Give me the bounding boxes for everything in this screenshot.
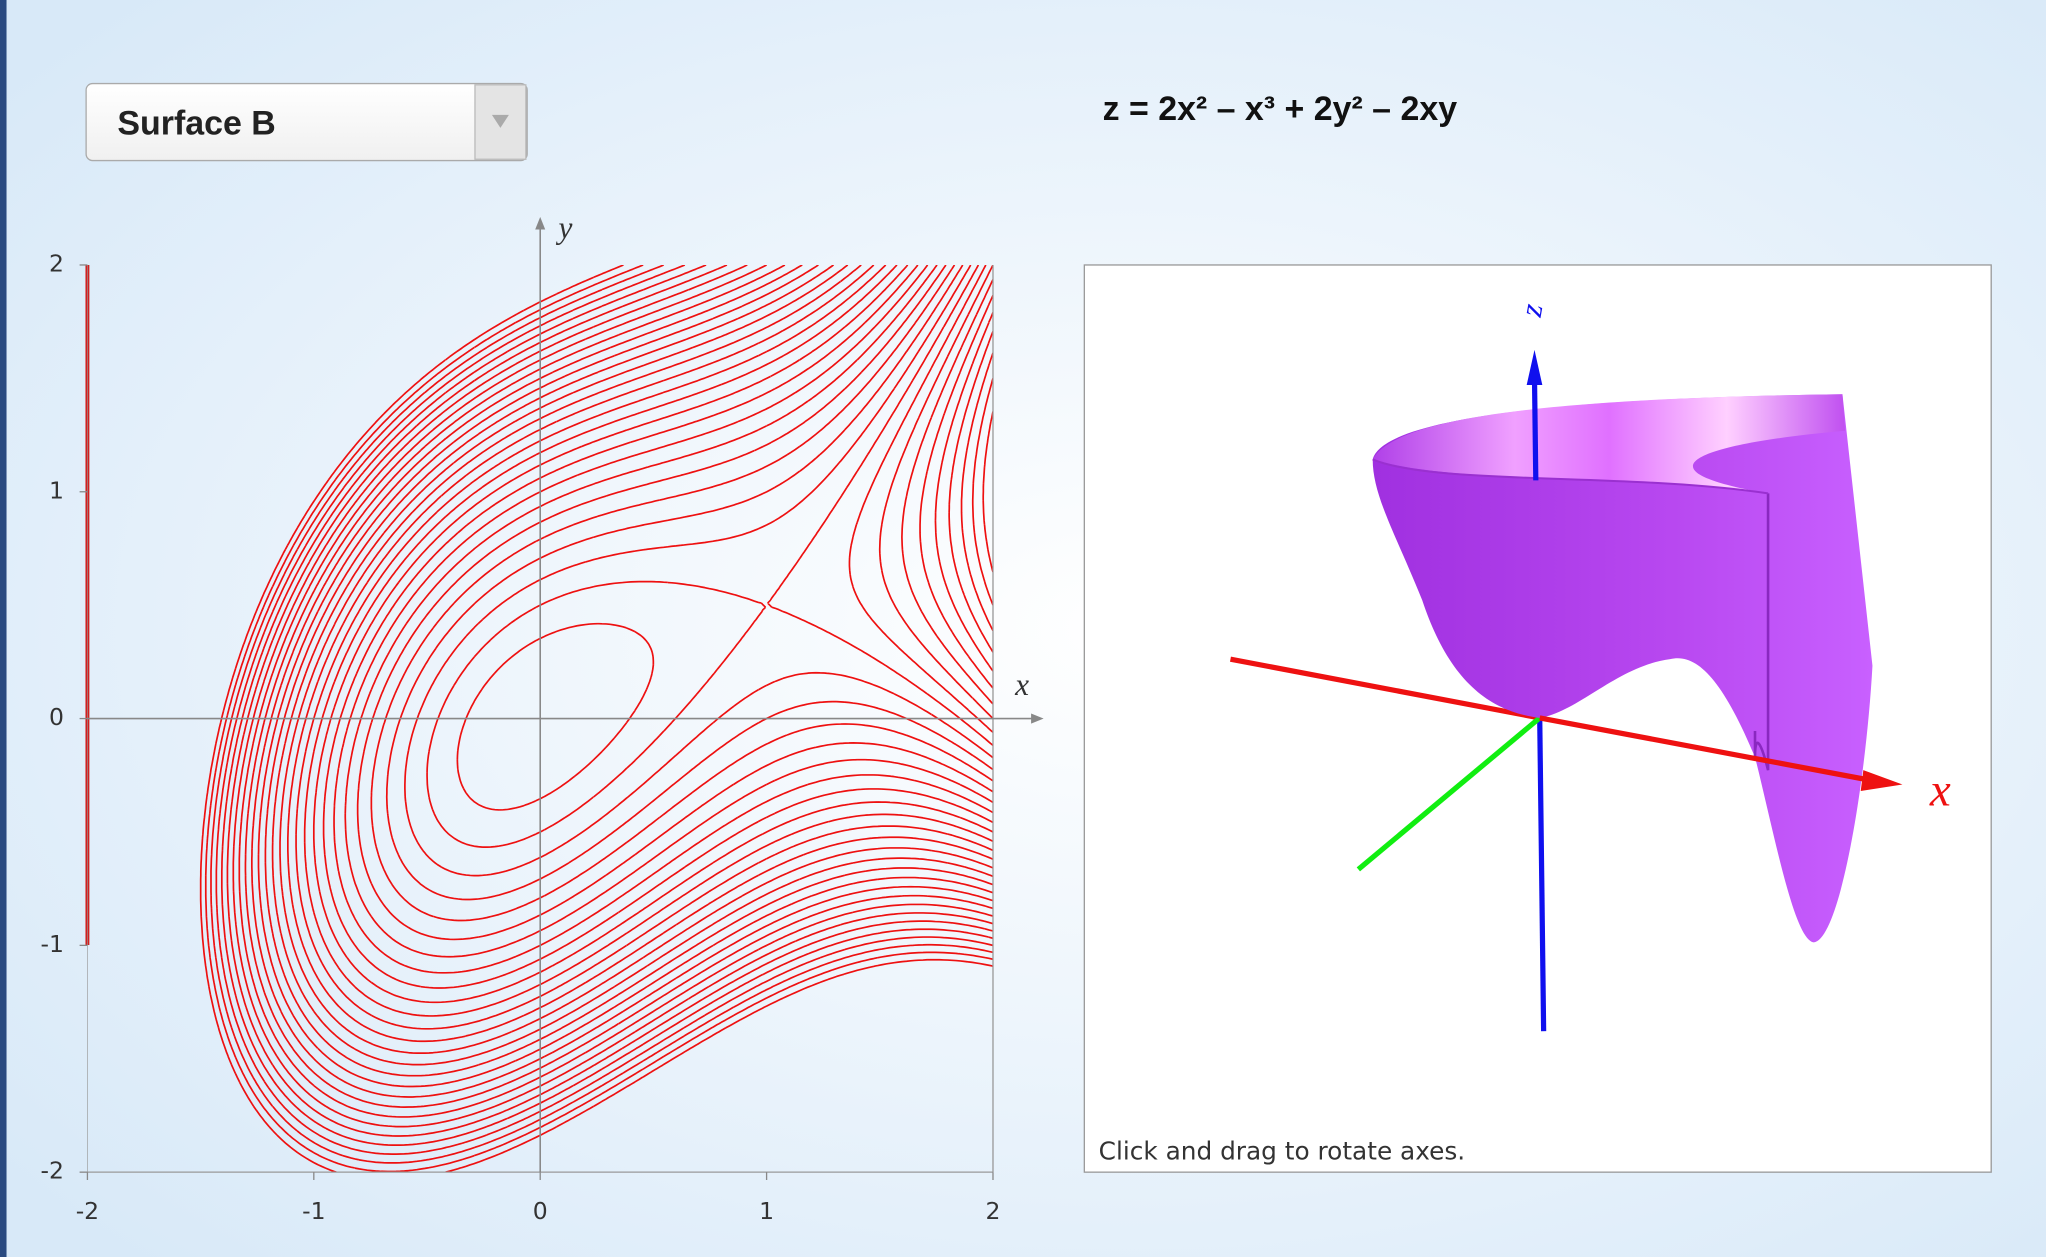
- x-tick-label: 1: [759, 1197, 774, 1225]
- surface-edge: [1372, 458, 1769, 495]
- axes: -2 -1 0 1 2 -2 -1 0 1 2: [41, 216, 1044, 1225]
- y-tick-label: -2: [41, 1157, 64, 1185]
- contour-line: [271, 264, 993, 1066]
- hint: Click and drag to rotate axes.: [1099, 1137, 1466, 1166]
- contour-line: [971, 378, 993, 606]
- window-edge: [0, 0, 7, 1257]
- surface-rim: [1372, 394, 1846, 494]
- x-label-3d: x: [1929, 765, 1951, 817]
- contour-line: [287, 264, 993, 1043]
- x-arrow: [1860, 770, 1903, 792]
- contour-line: [960, 352, 993, 631]
- dropdown-button[interactable]: [474, 84, 527, 160]
- dropdown-label[interactable]: Surface B: [117, 104, 275, 142]
- contour-line: [982, 411, 993, 573]
- x-axis-label: x: [1014, 667, 1029, 702]
- y-tick-label: 1: [49, 476, 64, 504]
- surface-dropdown[interactable]: Surface B: [85, 82, 528, 162]
- contour-line: [264, 264, 993, 1077]
- surface-fold: [1753, 493, 1770, 771]
- x-tick-label: 2: [986, 1197, 1001, 1225]
- x-tick-label: -1: [302, 1197, 325, 1225]
- contour-line: [948, 331, 993, 653]
- y-axis-label: y: [555, 210, 572, 245]
- formula: z = 2x² – x³ + 2y² – 2xy: [1103, 90, 1458, 128]
- contour-line: [919, 295, 993, 689]
- z-axis-down: [1537, 717, 1547, 1032]
- surface: [1372, 394, 1873, 943]
- contour-line: [901, 279, 993, 705]
- contour-line: [456, 264, 993, 811]
- contour-line: [210, 264, 993, 1164]
- contour-line: [333, 264, 993, 974]
- contour-line: [232, 264, 993, 1128]
- dropdown-arrow: [491, 114, 509, 128]
- x-axis-back: [1229, 656, 1541, 721]
- contour-line: [244, 264, 993, 1109]
- contour-line: [322, 264, 993, 989]
- contour-line: [199, 264, 993, 1173]
- contour-line: [215, 264, 993, 1155]
- contour-line: [312, 264, 993, 1004]
- contour-line: [385, 264, 993, 901]
- contour-lines: [199, 264, 993, 1173]
- contour-line: [370, 264, 993, 922]
- contour-line: [934, 312, 993, 672]
- contour-line: [404, 264, 993, 877]
- z-axis: [1531, 378, 1539, 481]
- y-tick-label: 0: [49, 703, 64, 731]
- x-tick-label: -2: [76, 1197, 99, 1225]
- y-tick-label: 2: [49, 249, 64, 277]
- z-arrow: [1526, 349, 1543, 386]
- x-tick-label: 0: [533, 1197, 548, 1225]
- y-tick-label: -1: [41, 930, 64, 958]
- contour-line: [279, 264, 993, 1054]
- dropdown-box[interactable]: [85, 82, 528, 162]
- contour-line: [226, 264, 993, 1137]
- contour-line: [250, 264, 993, 1098]
- contour-line: [356, 264, 993, 941]
- surface-3d[interactable]: x z: [1229, 301, 1951, 1032]
- contour-line: [878, 264, 993, 720]
- contour-line: [295, 264, 993, 1030]
- y-axis: [1356, 715, 1542, 872]
- contour-line: [426, 264, 993, 848]
- contour-line: [220, 264, 993, 1146]
- contour-line: [238, 264, 993, 1118]
- contour-line: [303, 264, 993, 1017]
- x-axis: [1539, 715, 1880, 785]
- contour-line: [344, 264, 993, 958]
